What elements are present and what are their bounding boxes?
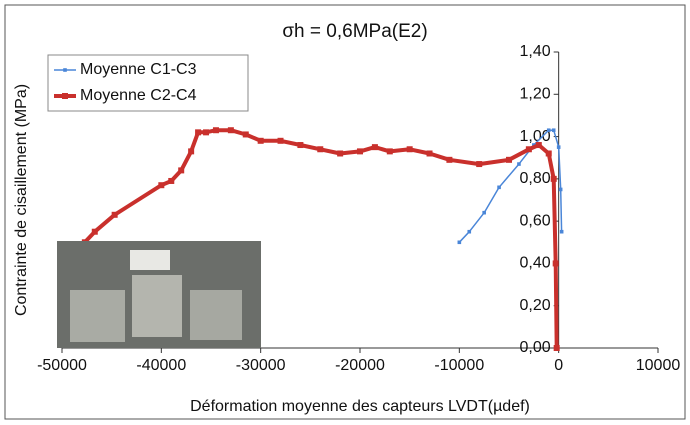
y-tick-label: 0,40 <box>520 255 551 272</box>
data-point <box>188 148 195 155</box>
legend-marker <box>62 93 68 99</box>
x-tick-label: 10000 <box>636 357 681 374</box>
inset-photo <box>57 241 261 348</box>
legend-box <box>47 54 249 112</box>
data-point <box>371 144 378 151</box>
data-point <box>552 260 559 267</box>
data-point <box>386 148 393 155</box>
legend-label: Moyenne C2-C4 <box>80 87 197 104</box>
data-point <box>168 177 175 184</box>
y-tick-label: 0,20 <box>520 297 551 314</box>
chart-title: σh = 0,6MPa(E2) <box>282 21 427 42</box>
data-point <box>242 131 249 138</box>
x-tick-label: -50000 <box>37 357 87 374</box>
x-tick-label: -10000 <box>434 357 484 374</box>
plot: -50000 -40000 -30000 -20000 -10000 0 10000 0,00… <box>37 43 680 374</box>
data-point <box>257 137 264 144</box>
y-tick-label: 0,60 <box>520 212 551 229</box>
data-point <box>227 127 234 134</box>
x-axis-label: Déformation moyenne des capteurs LVDT(µd… <box>190 398 530 415</box>
data-point <box>203 129 210 136</box>
data-point <box>195 129 202 136</box>
data-point <box>337 150 344 157</box>
data-point <box>277 137 284 144</box>
data-point <box>297 142 304 149</box>
legend: Moyenne C1-C3 Moyenne C2-C4 <box>47 54 249 112</box>
y-tick-label: 0,00 <box>520 339 551 356</box>
data-point <box>497 185 501 190</box>
legend-marker <box>63 68 67 72</box>
data-point <box>457 240 462 245</box>
data-point <box>559 229 564 234</box>
data-point <box>545 150 552 157</box>
photo-tile <box>70 290 125 342</box>
data-point <box>482 210 486 215</box>
x-tick-label: -30000 <box>236 357 286 374</box>
data-point <box>91 228 98 235</box>
data-point <box>525 146 532 153</box>
data-point <box>476 161 483 168</box>
photo-label <box>130 250 170 270</box>
data-point <box>535 142 542 149</box>
x-tick-label: -20000 <box>335 357 385 374</box>
x-tick-label: -40000 <box>136 357 186 374</box>
data-point <box>357 148 363 155</box>
data-point <box>517 162 521 166</box>
photo-tile <box>190 290 242 340</box>
x-tick-label: 0 <box>554 357 563 374</box>
data-point <box>111 211 118 218</box>
data-point <box>317 146 324 153</box>
data-point <box>506 156 512 163</box>
data-point <box>467 229 472 234</box>
legend-label: Moyenne C1-C3 <box>80 61 197 78</box>
y-tick-label: 0,80 <box>520 170 551 187</box>
y-tick-label: 1,00 <box>520 128 551 145</box>
data-point <box>558 187 563 192</box>
data-point <box>550 175 557 182</box>
data-point <box>553 345 560 351</box>
data-point <box>551 128 556 133</box>
data-point <box>556 145 561 149</box>
data-point <box>158 182 165 189</box>
y-axis-label: Contrainte de cisaillement (MPa) <box>13 84 30 316</box>
y-tick-label: 1,20 <box>520 86 551 103</box>
data-point <box>546 128 551 133</box>
data-point <box>446 156 453 163</box>
photo-tile <box>132 275 182 337</box>
y-tick-label: 1,40 <box>520 43 551 60</box>
data-point <box>426 150 433 157</box>
data-point <box>212 127 219 134</box>
data-point <box>178 167 185 174</box>
data-point <box>406 146 413 153</box>
